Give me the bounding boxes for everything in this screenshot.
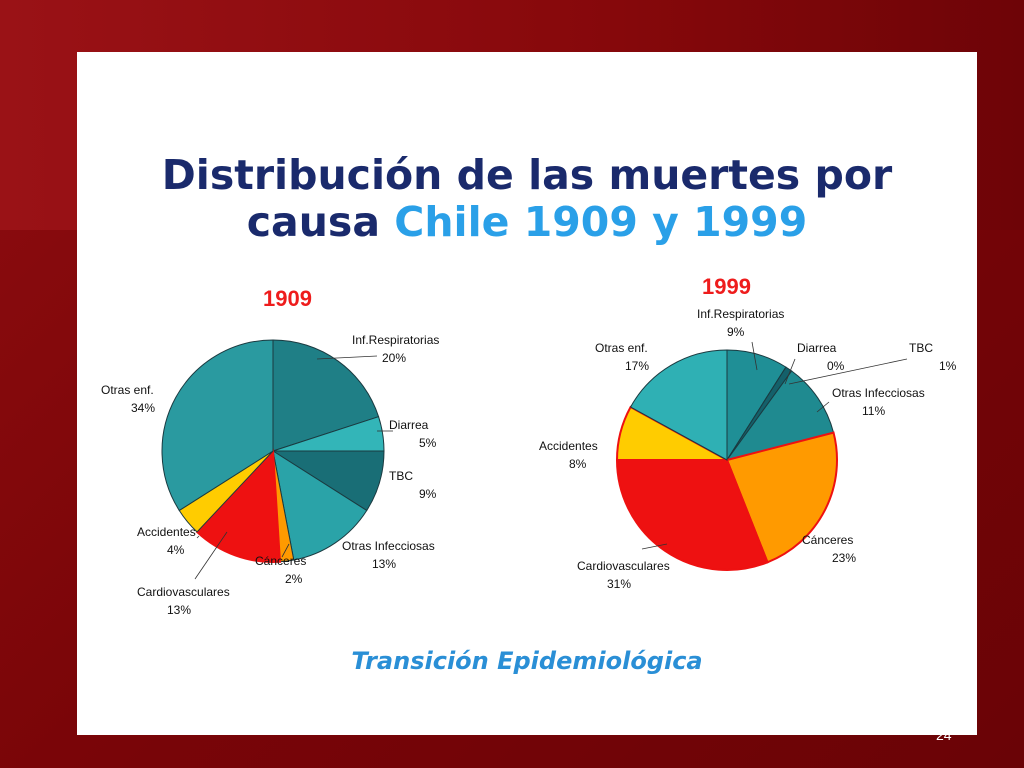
slice-label-1999-4: Cánceres (802, 533, 853, 547)
page-number: 24 (936, 727, 952, 743)
slice-label-1999-0: Inf.Respiratorias (697, 307, 784, 321)
pie-slice-1909-0 (272, 339, 380, 452)
slide: Distribución de las muertes por causa Ch… (77, 52, 977, 735)
leader-line-1909-5 (194, 531, 228, 580)
slice-value-1909-6: 4% (167, 543, 185, 557)
slice-label-1999-7: Otras enf. (595, 341, 648, 355)
footer-caption: Transición Epidemiológica (351, 647, 703, 675)
pie-slice-1999-3 (725, 370, 835, 461)
slice-label-1999-6: Accidentes (539, 439, 598, 453)
slice-value-1999-7: 17% (625, 359, 649, 373)
slice-value-1909-2: 9% (419, 487, 437, 501)
pie-slice-1909-5 (195, 448, 282, 563)
slice-label-1999-2: TBC (909, 341, 933, 355)
slice-label-1999-5: Cardiovasculares (577, 559, 670, 573)
slice-value-1999-4: 23% (832, 551, 856, 565)
pie-slice-1999-5 (615, 459, 769, 571)
slice-label-1909-7: Otras enf. (101, 383, 154, 397)
leader-line-1999-5 (641, 543, 668, 550)
pie-slice-1909-3 (272, 449, 368, 561)
pie-title-1999: 1999 (702, 274, 751, 299)
pie-slice-1999-7 (629, 349, 728, 461)
slice-label-1909-0: Inf.Respiratorias (352, 333, 439, 347)
slice-value-1909-1: 5% (419, 436, 437, 450)
leader-line-1909-0 (316, 355, 378, 360)
slice-value-1999-6: 8% (569, 457, 587, 471)
slice-value-1999-3: 11% (862, 404, 885, 418)
slice-value-1909-3: 13% (372, 557, 396, 571)
slice-value-1909-0: 20% (382, 351, 406, 365)
slice-value-1909-5: 13% (167, 603, 191, 617)
leader-line-1999-0 (751, 341, 758, 371)
title-line2-part1: causa (246, 198, 395, 246)
leader-line-1909-4 (281, 543, 290, 558)
pie-slice-1909-7 (161, 339, 274, 512)
pie-slice-1999-4 (725, 431, 838, 564)
leader-line-1909-6 (196, 535, 200, 539)
slice-label-1909-1: Diarrea (389, 418, 429, 432)
slice-label-1999-1: Diarrea (797, 341, 837, 355)
slice-value-1999-2: 1% (939, 359, 957, 373)
slice-value-1909-7: 34% (131, 401, 155, 415)
slide-title: Distribución de las muertes por causa Ch… (77, 152, 977, 246)
pie-charts: 1909 Inf.Respiratorias 20% Diarrea 5% TBC 9% Ot… (101, 274, 957, 617)
leader-line-1999-3 (816, 401, 830, 413)
pie-chart-1999: 1999 Inf.Respiratorias 9% Diarrea 0% TBC 1% Otr… (539, 274, 957, 591)
slice-label-1999-3: Otras Infecciosas (832, 386, 925, 400)
slice-label-1909-2: TBC (389, 469, 413, 483)
slice-label-1909-3: Otras Infecciosas (342, 539, 435, 553)
slice-value-1999-0: 9% (727, 325, 745, 339)
slice-value-1999-1: 0% (827, 359, 845, 373)
leader-line-1999-1 (784, 358, 796, 385)
pie-chart-1909: 1909 Inf.Respiratorias 20% Diarrea 5% TBC 9% Ot… (101, 286, 439, 617)
slice-value-1909-4: 2% (285, 572, 303, 586)
slice-label-1909-4: Cánceres (255, 554, 306, 568)
leader-line-1999-2 (788, 358, 908, 385)
slice-label-1909-6: Accidentes (137, 525, 196, 539)
pie-title-1909: 1909 (263, 286, 312, 311)
title-line2-accent: Chile 1909 y 1999 (394, 198, 808, 246)
slice-value-1999-5: 31% (607, 577, 631, 591)
title-line1: Distribución de las muertes por (161, 151, 893, 199)
slice-label-1909-5: Cardiovasculares (137, 585, 230, 599)
